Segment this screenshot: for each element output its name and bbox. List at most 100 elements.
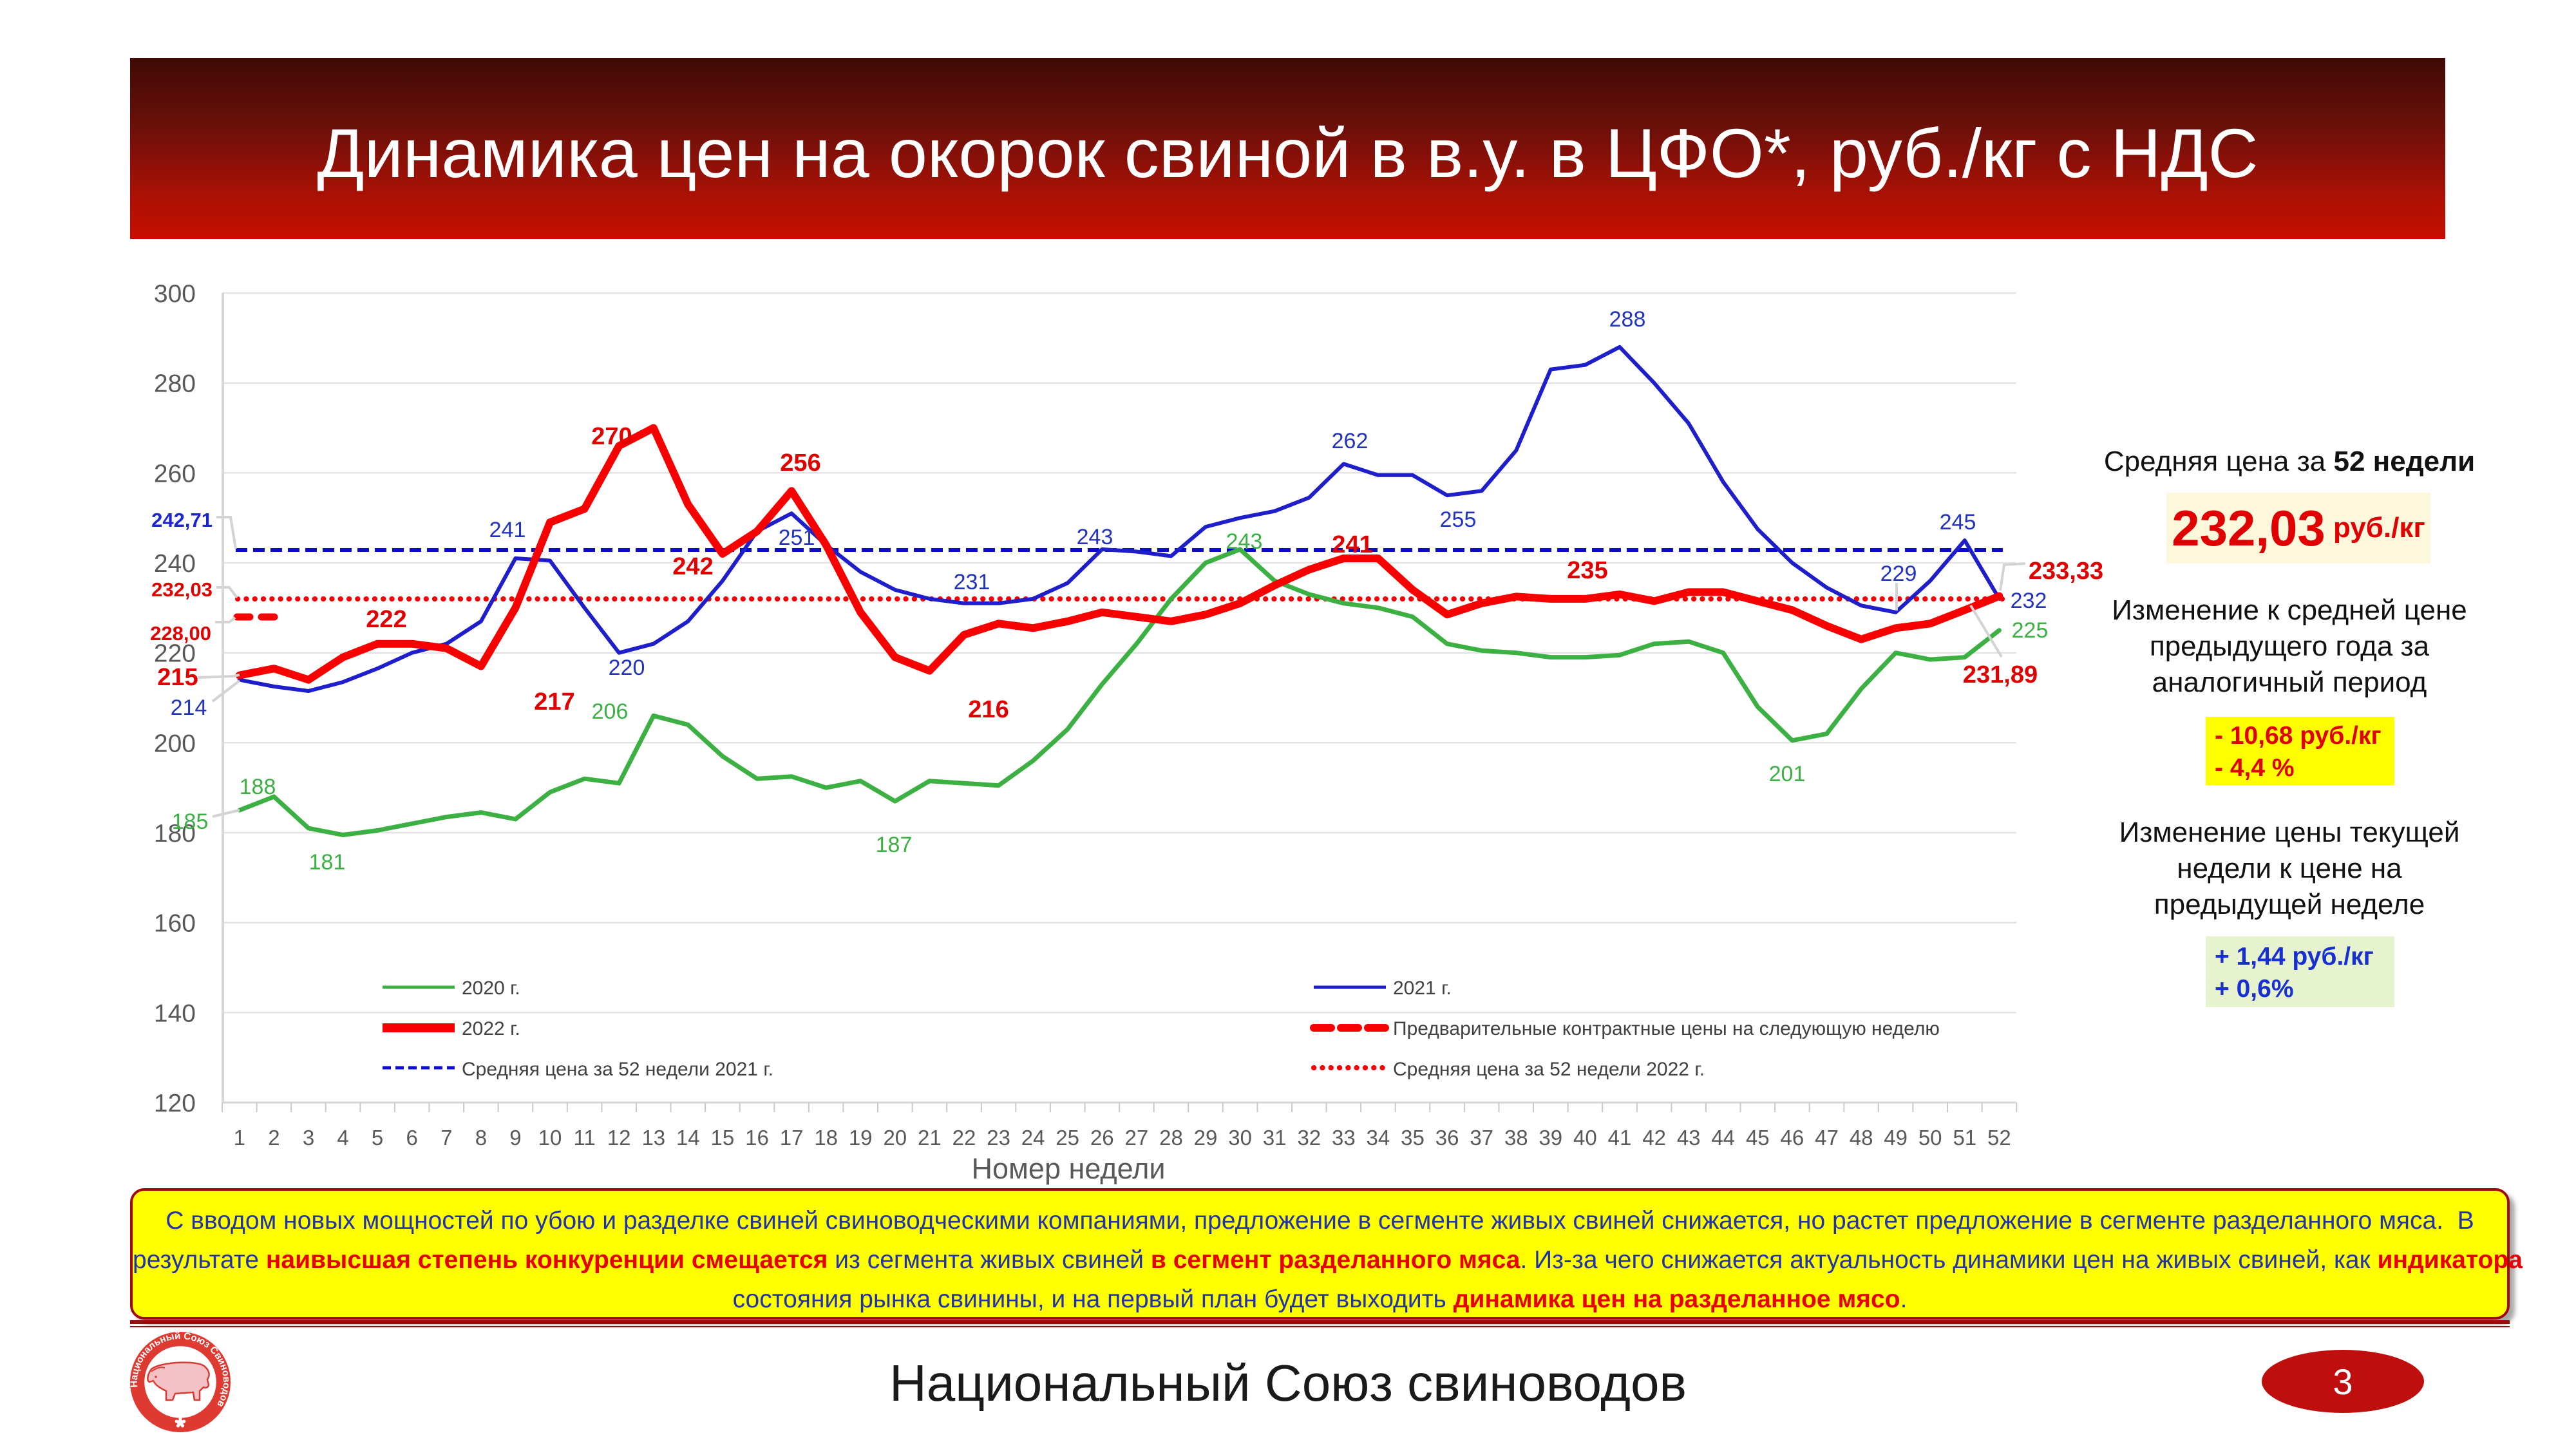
svg-text:232,03: 232,03 bbox=[151, 578, 213, 601]
svg-text:120: 120 bbox=[154, 1090, 196, 1117]
svg-text:39: 39 bbox=[1539, 1126, 1562, 1150]
svg-text:10: 10 bbox=[538, 1126, 562, 1150]
svg-text:260: 260 bbox=[154, 460, 196, 488]
svg-text:243: 243 bbox=[1226, 529, 1263, 554]
svg-text:2: 2 bbox=[268, 1126, 279, 1150]
svg-text:251: 251 bbox=[779, 526, 815, 550]
svg-text:300: 300 bbox=[154, 280, 196, 308]
svg-text:140: 140 bbox=[154, 999, 196, 1027]
svg-text:36: 36 bbox=[1435, 1126, 1459, 1150]
svg-text:245: 245 bbox=[1940, 510, 1976, 535]
svg-text:40: 40 bbox=[1573, 1126, 1597, 1150]
svg-text:31: 31 bbox=[1263, 1126, 1287, 1150]
svg-text:240: 240 bbox=[154, 550, 196, 578]
svg-text:241: 241 bbox=[489, 518, 526, 542]
svg-text:201: 201 bbox=[1769, 762, 1806, 786]
svg-text:217: 217 bbox=[534, 688, 574, 715]
svg-text:24: 24 bbox=[1021, 1126, 1045, 1150]
svg-text:52: 52 bbox=[1987, 1126, 2011, 1150]
svg-text:22: 22 bbox=[952, 1126, 976, 1150]
svg-text:14: 14 bbox=[676, 1126, 700, 1150]
svg-text:8: 8 bbox=[475, 1126, 487, 1150]
svg-text:222: 222 bbox=[366, 606, 406, 633]
svg-text:232: 232 bbox=[2011, 589, 2047, 613]
svg-text:12: 12 bbox=[607, 1126, 631, 1150]
svg-text:4: 4 bbox=[337, 1126, 348, 1150]
svg-text:25: 25 bbox=[1056, 1126, 1079, 1150]
svg-text:231: 231 bbox=[954, 570, 990, 594]
svg-text:35: 35 bbox=[1401, 1126, 1425, 1150]
svg-text:2022 г.: 2022 г. bbox=[462, 1018, 520, 1039]
svg-text:220: 220 bbox=[154, 640, 196, 668]
svg-text:181: 181 bbox=[309, 850, 346, 875]
svg-text:185: 185 bbox=[172, 810, 209, 834]
svg-text:21: 21 bbox=[918, 1126, 942, 1150]
svg-text:262: 262 bbox=[1332, 429, 1368, 453]
svg-text:225: 225 bbox=[2012, 618, 2049, 643]
svg-text:13: 13 bbox=[641, 1126, 665, 1150]
svg-text:270: 270 bbox=[591, 423, 632, 450]
svg-text:242: 242 bbox=[672, 553, 713, 580]
svg-text:1: 1 bbox=[234, 1126, 245, 1150]
svg-text:215: 215 bbox=[157, 664, 198, 691]
svg-text:43: 43 bbox=[1677, 1126, 1701, 1150]
svg-text:2020 г.: 2020 г. bbox=[462, 978, 520, 999]
svg-text:33: 33 bbox=[1332, 1126, 1356, 1150]
svg-text:220: 220 bbox=[609, 656, 645, 680]
svg-text:206: 206 bbox=[592, 699, 629, 724]
svg-text:188: 188 bbox=[240, 775, 276, 799]
svg-text:243: 243 bbox=[1077, 525, 1113, 549]
svg-text:11: 11 bbox=[573, 1126, 595, 1150]
svg-text:37: 37 bbox=[1470, 1126, 1493, 1150]
svg-text:30: 30 bbox=[1228, 1126, 1252, 1150]
svg-text:47: 47 bbox=[1815, 1126, 1839, 1150]
svg-text:27: 27 bbox=[1125, 1126, 1149, 1150]
svg-text:288: 288 bbox=[1609, 307, 1646, 332]
svg-text:7: 7 bbox=[440, 1126, 452, 1150]
svg-text:38: 38 bbox=[1504, 1126, 1528, 1150]
svg-text:17: 17 bbox=[780, 1126, 804, 1150]
svg-text:Предварительные контрактные це: Предварительные контрактные цены на след… bbox=[1393, 1018, 1940, 1039]
svg-text:41: 41 bbox=[1608, 1126, 1632, 1150]
svg-text:29: 29 bbox=[1194, 1126, 1218, 1150]
svg-text:32: 32 bbox=[1297, 1126, 1321, 1150]
svg-text:229: 229 bbox=[1880, 562, 1917, 586]
svg-text:46: 46 bbox=[1781, 1126, 1804, 1150]
svg-text:49: 49 bbox=[1884, 1126, 1908, 1150]
svg-text:15: 15 bbox=[711, 1126, 735, 1150]
svg-text:Средняя цена за 52 недели 2022: Средняя цена за 52 недели 2022 г. bbox=[1393, 1059, 1705, 1080]
svg-text:241: 241 bbox=[1332, 531, 1372, 558]
svg-text:280: 280 bbox=[154, 370, 196, 398]
svg-text:233,33: 233,33 bbox=[2029, 558, 2103, 585]
svg-text:187: 187 bbox=[876, 833, 913, 857]
svg-text:34: 34 bbox=[1367, 1126, 1390, 1150]
svg-text:Номер недели: Номер недели bbox=[971, 1152, 1165, 1185]
svg-text:28: 28 bbox=[1159, 1126, 1183, 1150]
svg-text:51: 51 bbox=[1953, 1126, 1976, 1150]
svg-text:214: 214 bbox=[171, 696, 207, 720]
svg-text:50: 50 bbox=[1918, 1126, 1942, 1150]
svg-text:255: 255 bbox=[1440, 507, 1477, 532]
svg-text:19: 19 bbox=[849, 1126, 873, 1150]
svg-text:6: 6 bbox=[406, 1126, 418, 1150]
svg-text:200: 200 bbox=[154, 730, 196, 757]
svg-text:180: 180 bbox=[154, 820, 196, 848]
svg-text:26: 26 bbox=[1090, 1126, 1114, 1150]
svg-text:242,71: 242,71 bbox=[151, 509, 213, 531]
svg-text:48: 48 bbox=[1850, 1126, 1873, 1150]
svg-text:18: 18 bbox=[814, 1126, 838, 1150]
svg-text:160: 160 bbox=[154, 910, 196, 938]
svg-text:231,89: 231,89 bbox=[1963, 661, 2038, 688]
svg-text:3: 3 bbox=[303, 1126, 314, 1150]
svg-text:5: 5 bbox=[372, 1126, 383, 1150]
svg-text:45: 45 bbox=[1746, 1126, 1770, 1150]
svg-text:235: 235 bbox=[1567, 557, 1607, 584]
svg-text:16: 16 bbox=[745, 1126, 769, 1150]
svg-text:256: 256 bbox=[780, 450, 820, 477]
svg-text:9: 9 bbox=[509, 1126, 521, 1150]
svg-text:2021 г.: 2021 г. bbox=[1393, 978, 1452, 999]
svg-text:23: 23 bbox=[987, 1126, 1010, 1150]
svg-text:42: 42 bbox=[1642, 1126, 1666, 1150]
svg-text:Средняя цена за 52 недели 2021: Средняя цена за 52 недели 2021 г. bbox=[462, 1059, 773, 1080]
svg-text:44: 44 bbox=[1711, 1126, 1735, 1150]
